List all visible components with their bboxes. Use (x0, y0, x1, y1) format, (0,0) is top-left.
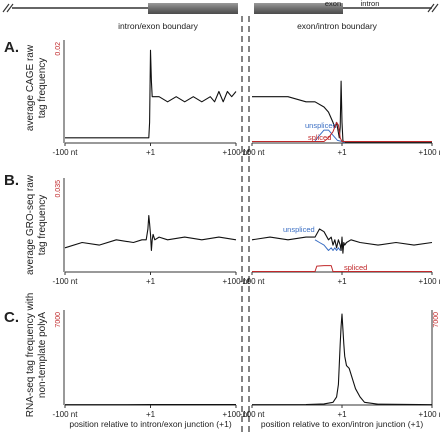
y-axis-label: average CAGE rawtag frequency (25, 44, 48, 131)
series-label-spliced: spliced (344, 263, 367, 272)
left-boundary-label: intron/exon boundary (118, 21, 199, 31)
y-axis-label-line: average CAGE raw (25, 44, 36, 131)
series-line-spliced (252, 265, 432, 272)
panel-letter: B. (4, 172, 19, 189)
x-tick-label: +1 (337, 277, 347, 286)
panel-3: C. RNA-seq tag frequency withnon-template… (4, 293, 440, 429)
x-tick-label: +1 (337, 410, 347, 419)
y-axis-label-line: non-template polyA (37, 312, 48, 398)
x-tick-label: +100 nt (223, 410, 251, 419)
y-max-label: 0.02 (55, 42, 62, 56)
right-boundary-label: exon/intron boundary (297, 21, 378, 31)
y-axis-label-line: tag frequency (37, 195, 48, 256)
series-line-unspliced (314, 129, 345, 143)
y-max-label: 7000 (55, 312, 62, 328)
series-line-spliced (252, 121, 432, 142)
series-line-unspliced (314, 239, 341, 251)
x-tick-label: +100 nt (223, 148, 251, 157)
y-axis-label: average GRO-seq rawtag frequency (25, 174, 48, 275)
y-axis-label: RNA-seq tag frequency withnon-template p… (25, 293, 48, 418)
series-label-unspliced: unspliced (283, 225, 315, 234)
panel-1: A. average CAGE rawtag frequency 0.02 -100 … (4, 39, 440, 157)
series-label-spliced: spliced (308, 133, 331, 142)
plots: A. average CAGE rawtag frequency0.02-100 … (4, 39, 440, 429)
x-tick-label: -100 nt (240, 410, 266, 419)
y-max-label-right: 7000 (433, 312, 440, 328)
series-label-unspliced: unspliced (305, 121, 337, 130)
panel-2: B. average GRO-seq rawtag frequency 0.035 -… (4, 172, 440, 286)
x-tick-label: +1 (146, 277, 156, 286)
intron-label: intron (361, 0, 380, 8)
x-tick-label: +100 nt (419, 410, 440, 419)
x-tick-label: -100 nt (240, 277, 266, 286)
x-tick-label: +1 (146, 410, 156, 419)
panel-letter: A. (4, 39, 19, 56)
series-line-total (252, 80, 432, 143)
x-tick-label: -100 nt (53, 277, 79, 286)
x-tick-label: +100 nt (419, 277, 440, 286)
series-line-total (251, 228, 433, 254)
x-tick-label: +100 nt (223, 277, 251, 286)
x-axis-label-right: position relative to exon/intron junctio… (261, 419, 423, 429)
y-max-label: 0.035 (55, 180, 62, 198)
series-line-total (64, 215, 237, 252)
series-line-total (251, 313, 433, 406)
y-axis-label-line: RNA-seq tag frequency with (25, 293, 36, 418)
exon-label: exon (325, 0, 341, 8)
y-axis-label-line: tag frequency (37, 58, 48, 119)
y-axis-label-line: average GRO-seq raw (25, 174, 36, 275)
x-tick-label: -100 nt (53, 148, 79, 157)
x-tick-label: +1 (337, 148, 347, 157)
series-line-total (65, 49, 237, 139)
x-tick-label: -100 nt (240, 148, 266, 157)
x-tick-label: -100 nt (53, 410, 79, 419)
x-tick-label: +100 nt (419, 148, 440, 157)
x-axis-label-left: position relative to intron/exon junctio… (69, 419, 231, 429)
panel-letter: C. (4, 309, 19, 326)
gene-diagram: intron/exon boundary exon/intron boundar… (2, 0, 439, 31)
x-tick-label: +1 (146, 148, 156, 157)
